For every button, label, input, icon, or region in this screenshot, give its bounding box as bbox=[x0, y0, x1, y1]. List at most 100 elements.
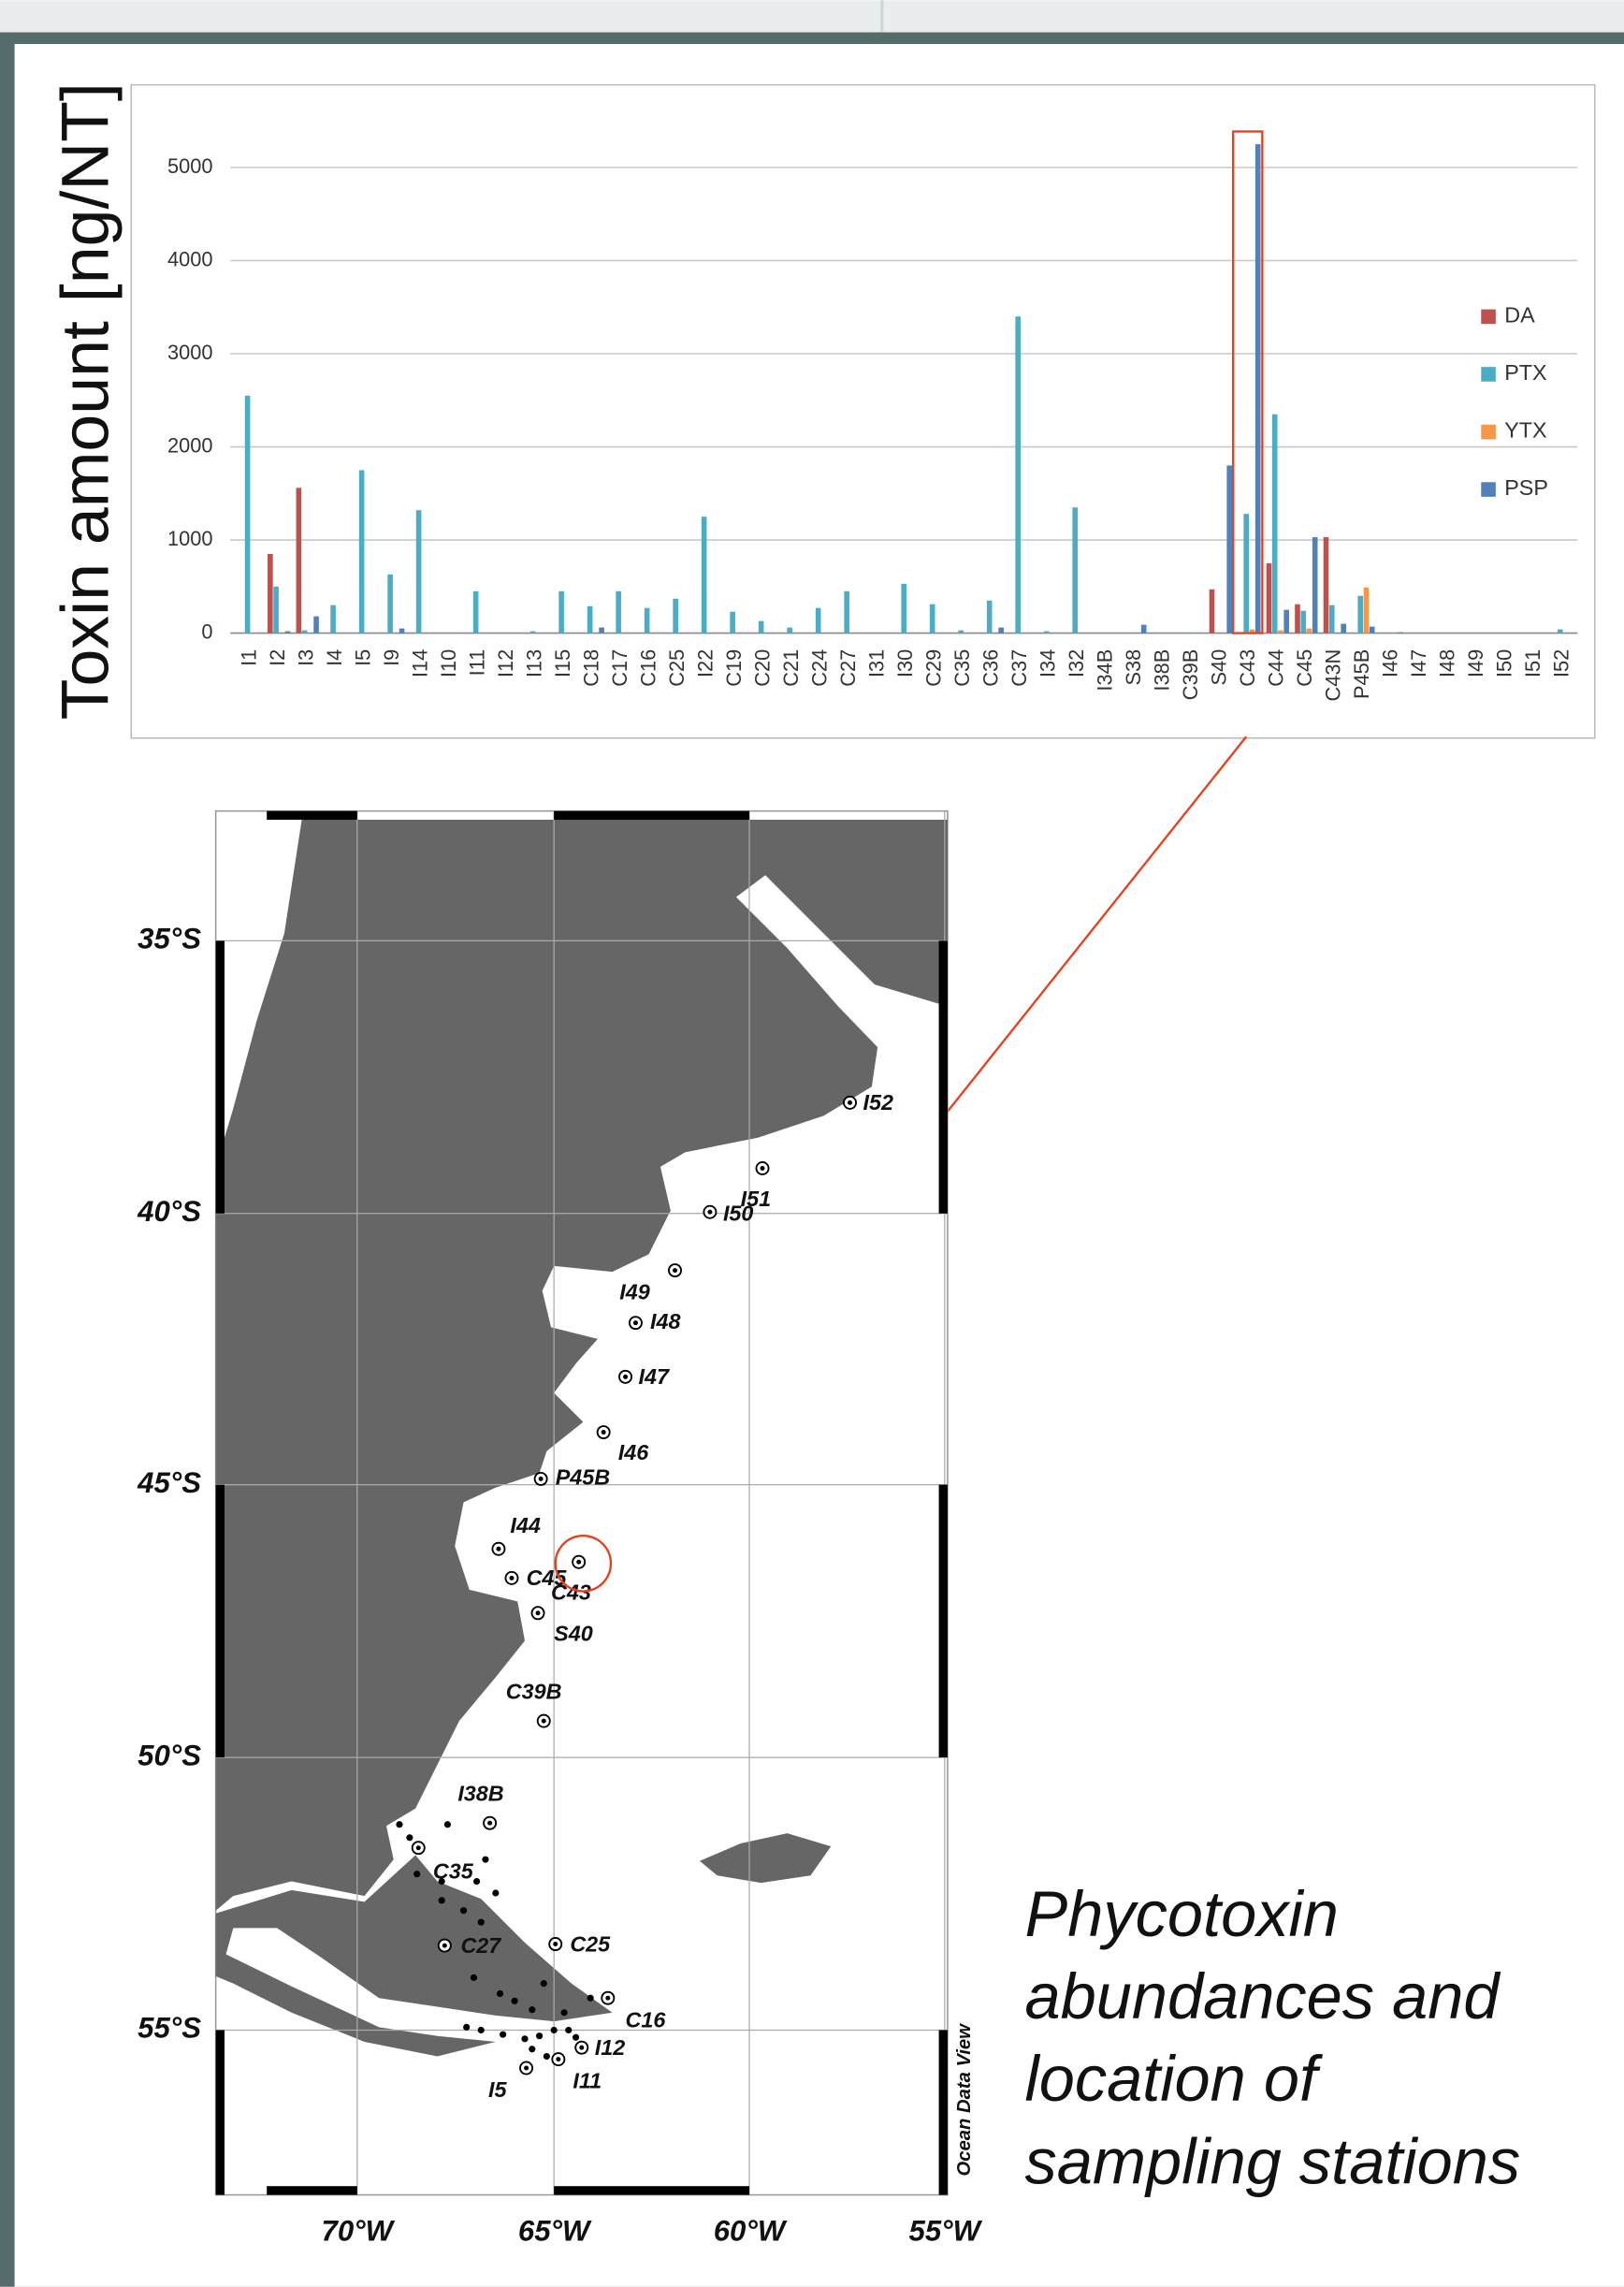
station-dot bbox=[673, 1268, 678, 1274]
station-dot bbox=[406, 1834, 413, 1842]
bar bbox=[1283, 609, 1289, 634]
station-label: I44 bbox=[510, 1513, 540, 1537]
frame-bar bbox=[215, 940, 225, 1214]
bar bbox=[1306, 628, 1312, 634]
bar bbox=[399, 628, 405, 634]
bar bbox=[284, 631, 291, 634]
lat-label: 40°S bbox=[137, 1195, 201, 1228]
bar bbox=[1295, 604, 1300, 634]
bar bbox=[1254, 144, 1261, 634]
x-tick-label: I2 bbox=[266, 649, 289, 666]
x-tick-label: I11 bbox=[466, 649, 489, 677]
bar bbox=[998, 627, 1004, 634]
frame-bar bbox=[267, 2186, 357, 2195]
frame-bar bbox=[938, 1484, 948, 1758]
mainland bbox=[215, 820, 948, 1911]
station-dot bbox=[487, 1820, 493, 1826]
bar bbox=[844, 590, 849, 634]
frame-bar bbox=[215, 2030, 225, 2195]
bar bbox=[787, 627, 792, 634]
station-label: I47 bbox=[639, 1364, 670, 1389]
x-tick-label: I9 bbox=[380, 649, 403, 666]
station-dot bbox=[550, 2026, 558, 2034]
station-dot bbox=[587, 1994, 594, 2002]
x-tick-label: C17 bbox=[608, 649, 631, 687]
map-credit: Ocean Data View bbox=[954, 2023, 975, 2177]
station-dot bbox=[438, 1897, 445, 1904]
lat-label: 50°S bbox=[138, 1739, 201, 1771]
bar bbox=[273, 586, 279, 634]
station-label: I52 bbox=[863, 1090, 893, 1114]
frame-bar bbox=[938, 940, 948, 1214]
x-tick-label: S40 bbox=[1208, 649, 1231, 686]
bar bbox=[1312, 537, 1318, 634]
chart-frame bbox=[130, 83, 1596, 739]
station-dot bbox=[848, 1100, 853, 1105]
station-label: I51 bbox=[741, 1187, 771, 1211]
bar bbox=[1323, 537, 1329, 634]
bar bbox=[958, 630, 964, 634]
station-dot bbox=[760, 1165, 765, 1171]
station-dot bbox=[632, 1320, 638, 1326]
x-tick-label: I52 bbox=[1550, 649, 1573, 677]
station-dot bbox=[459, 1907, 468, 1915]
bar bbox=[587, 605, 593, 634]
bar bbox=[1226, 465, 1232, 634]
bar bbox=[1043, 631, 1050, 634]
frame-bar bbox=[267, 810, 357, 821]
station-dot bbox=[396, 1821, 403, 1828]
x-tick-label: C43 bbox=[1236, 649, 1259, 687]
map: 35°S 40°S 45°S 50°S 55°S 70°W 65°W 60°W 55°W Ocea… bbox=[137, 809, 983, 2247]
bar bbox=[1015, 316, 1021, 634]
station-dot bbox=[565, 2026, 573, 2034]
bar bbox=[472, 590, 479, 634]
bar bbox=[301, 630, 308, 634]
station-dot bbox=[579, 2045, 585, 2050]
legend-swatch bbox=[1481, 309, 1496, 325]
bar bbox=[1266, 562, 1272, 634]
x-tick-label: I5 bbox=[351, 649, 374, 666]
station-dot bbox=[538, 1476, 544, 1481]
bar bbox=[644, 607, 650, 634]
x-tick-label: I34 bbox=[1037, 649, 1060, 677]
x-tick-label: I51 bbox=[1521, 649, 1544, 677]
legend-label: PSP bbox=[1504, 475, 1548, 500]
station-label: I12 bbox=[595, 2035, 625, 2060]
lon-label: 70°W bbox=[322, 2214, 396, 2247]
bar bbox=[1072, 507, 1079, 634]
x-tick-label: S38 bbox=[1122, 649, 1145, 686]
y-axis-title: Toxin amount [ng/NT] bbox=[49, 82, 123, 720]
lat-label: 55°S bbox=[138, 2012, 201, 2045]
station-dot bbox=[601, 1430, 606, 1435]
x-tick-label: C16 bbox=[637, 649, 660, 687]
station-dot bbox=[415, 1845, 421, 1851]
bar bbox=[599, 627, 604, 634]
legend-label: DA bbox=[1504, 303, 1535, 328]
x-tick-label: I47 bbox=[1407, 649, 1430, 677]
x-tick-label: I30 bbox=[893, 649, 917, 677]
highlight-circle bbox=[554, 1535, 613, 1593]
x-tick-label: I48 bbox=[1436, 649, 1459, 677]
bar bbox=[701, 517, 707, 634]
frame-bar bbox=[938, 2030, 948, 2195]
bar bbox=[313, 616, 319, 634]
station-dot bbox=[540, 1980, 547, 1988]
falkland-islands bbox=[700, 1833, 832, 1884]
x-tick-label: P45B bbox=[1350, 649, 1373, 699]
caption-line: location of bbox=[1025, 2043, 1323, 2115]
y-tick-label: 1000 bbox=[167, 527, 213, 550]
station-label: C27 bbox=[460, 1933, 501, 1958]
station-label: I38B bbox=[457, 1782, 503, 1806]
lon-label: 55°W bbox=[909, 2214, 983, 2247]
bar bbox=[1328, 605, 1335, 634]
bar bbox=[296, 488, 302, 634]
lat-label: 45°S bbox=[137, 1466, 201, 1499]
bar bbox=[244, 395, 251, 634]
station-dot bbox=[521, 2035, 529, 2043]
bar bbox=[901, 583, 906, 634]
x-tick-label: C21 bbox=[779, 649, 803, 687]
bar bbox=[1243, 514, 1250, 634]
y-tick-label: 5000 bbox=[167, 154, 213, 178]
caption-line: sampling stations bbox=[1025, 2125, 1521, 2197]
